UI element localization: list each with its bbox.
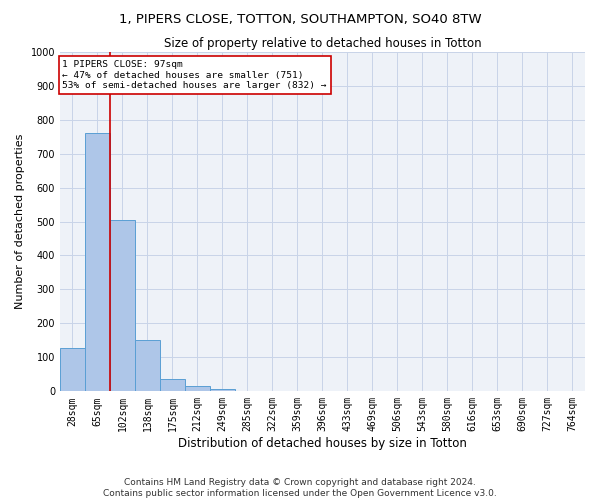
Bar <box>160 379 185 392</box>
Bar <box>210 388 235 392</box>
Bar <box>110 220 135 392</box>
Bar <box>60 348 85 392</box>
Title: Size of property relative to detached houses in Totton: Size of property relative to detached ho… <box>164 38 481 51</box>
Text: 1, PIPERS CLOSE, TOTTON, SOUTHAMPTON, SO40 8TW: 1, PIPERS CLOSE, TOTTON, SOUTHAMPTON, SO… <box>119 12 481 26</box>
Bar <box>185 386 210 392</box>
X-axis label: Distribution of detached houses by size in Totton: Distribution of detached houses by size … <box>178 437 467 450</box>
Text: Contains HM Land Registry data © Crown copyright and database right 2024.
Contai: Contains HM Land Registry data © Crown c… <box>103 478 497 498</box>
Y-axis label: Number of detached properties: Number of detached properties <box>15 134 25 309</box>
Bar <box>85 133 110 392</box>
Text: 1 PIPERS CLOSE: 97sqm
← 47% of detached houses are smaller (751)
53% of semi-det: 1 PIPERS CLOSE: 97sqm ← 47% of detached … <box>62 60 327 90</box>
Bar <box>135 340 160 392</box>
